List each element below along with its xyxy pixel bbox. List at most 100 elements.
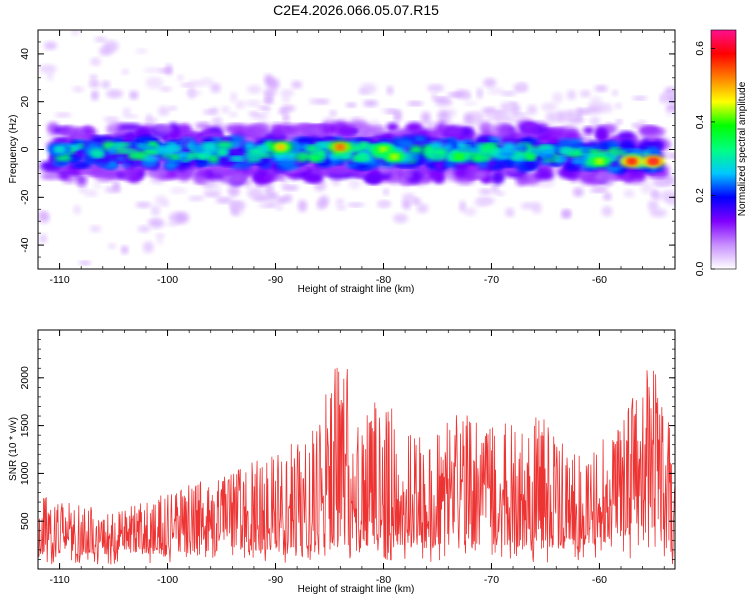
spectrogram-cell [416,203,429,214]
spectrogram-cell [594,85,608,92]
spectrogram-cell [59,126,82,137]
spectrogram-cell [515,144,524,150]
spectrogram-cell [565,109,579,121]
snr-ticks: -110 -100 -90 -80 -70 -60 500 1000 1500 2000 [19,329,675,586]
spectrogram-cell [390,154,399,160]
spectrogram-cell [79,260,91,265]
spectrogram-cell [623,189,635,198]
spectrogram-cell [281,185,299,191]
spectrogram-cell [357,142,372,149]
spectrogram-cell [386,122,399,132]
spectrogram-cell [396,138,414,149]
spectrogram-cell [112,180,120,191]
spectrogram-cell [542,154,558,160]
spectrogram-cell [193,169,209,179]
spectrogram-cell [560,147,575,154]
spectrogram-cell [363,100,378,107]
spectrogram-cell [478,136,490,145]
spectrogram-cell [407,101,424,106]
spectrogram-cell [666,103,675,112]
spectrogram-cell [514,156,525,161]
spectrogram-cell [106,89,123,99]
spectrogram-cell [357,128,371,140]
spectrogram-cell [545,112,557,123]
spectrogram-cell [143,67,160,73]
spectrogram-cell [631,149,643,155]
spectrogram-cell [53,137,70,145]
spectrogram-cell [121,69,129,75]
spectrogram-panel: -110 -100 -90 -80 -70 -60 -40 -20 0 20 40 Height o… [8,29,676,295]
spectrogram-cell [463,91,472,100]
spectrogram-cell [590,96,603,108]
spectrogram-cell [266,78,280,90]
spectrogram-cell [589,115,601,127]
x-tick-label: -100 [157,274,178,286]
spectrogram-cell [228,111,238,118]
spectrogram-cell [312,98,330,105]
spectrogram-cell [455,154,464,160]
spectrogram-cell [409,145,424,154]
spectrogram-cell [383,188,390,196]
spectrogram-cell [153,124,174,134]
spectrogram-cell [188,195,205,201]
spectrogram-cell [491,182,500,194]
spectrogram-cell [118,123,142,131]
spectrogram-cell [282,91,291,104]
spectrogram-cell [137,225,151,233]
spectrogram-cell [463,101,478,106]
y-tick-label: 0 [19,146,31,152]
spectrogram-cell [565,138,583,146]
spectrogram-cell [146,113,153,123]
spectrogram-cell [54,154,72,161]
spectrogram-cell [135,48,148,54]
spectrogram-cell [329,110,337,117]
spectrogram-cell [215,149,228,156]
y-tick-label: 20 [19,96,31,108]
spectrogram-cell [570,158,587,163]
spectrogram-cell [103,40,119,53]
spectrogram-cell [459,200,466,213]
spectrogram-cell [127,114,138,119]
spectrogram-cell [500,102,512,114]
spectrogram-cell [402,170,413,179]
spectrogram-cell [43,290,60,295]
spectrogram-cell [632,96,648,101]
spectrogram-cell [598,103,613,113]
spectrogram-cell [393,213,408,224]
spectrogram-cell [308,98,316,105]
spectrogram-cell [423,137,442,143]
spectrogram-cell [100,155,119,161]
spectrogram-cell [345,102,357,108]
spectrogram-cell [572,187,584,197]
spectrogram-cell [346,202,365,207]
spectrogram-cell [541,102,558,112]
spectrogram-cell [143,150,160,155]
spectrogram-cell [118,142,131,148]
y-tick-label: 500 [19,512,31,530]
spectrogram-cell [247,85,262,94]
spectrogram-cell [481,107,498,115]
x-tick-label: -110 [49,274,69,286]
spectrogram-cell [595,158,604,164]
spectrogram-cell [552,92,564,104]
spectrogram-field [38,30,675,295]
spectrogram-cell [107,147,117,154]
spectrogram-ylabel: Frequency (Hz) [8,115,19,184]
spectrogram-cell [637,120,647,127]
spectrogram-cell [524,161,539,171]
spectrogram-cell [275,204,284,211]
spectrogram-cell [654,191,661,201]
x-tick-label: -80 [376,274,391,286]
spectrogram-cell [264,91,273,103]
spectrogram-cell [537,179,556,188]
spectrogram-cell [360,83,377,95]
spectrogram-cell [587,149,605,154]
spectrogram-cell [654,180,668,186]
spectrogram-cell [44,41,57,50]
spectrogram-cell [276,196,287,204]
spectrogram-cell [406,122,423,132]
spectrogram-cell [379,147,388,152]
spectrogram-cell [614,102,622,110]
y-tick-label: -20 [19,190,31,205]
spectrogram-cell [83,189,99,197]
